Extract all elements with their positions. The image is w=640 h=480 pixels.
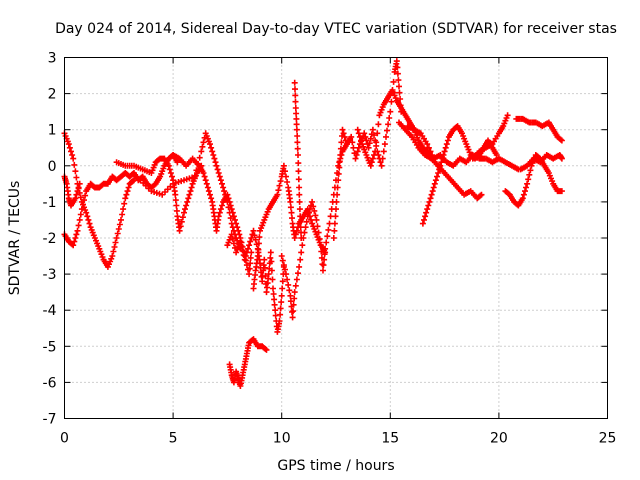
y-tick-label: -6 [43,375,57,391]
y-tick-label: -2 [43,231,57,247]
y-tick-label: 2 [48,87,57,103]
data-markers [113,155,205,234]
series-satellite-track-8 [226,336,270,389]
series-satellite-track-13 [354,87,435,169]
series-satellite-track-6 [137,130,244,252]
chart-title: Day 024 of 2014, Sidereal Day-to-day VTE… [55,21,617,37]
series-satellite-track-9 [250,162,329,292]
axis-ticks: -7 -6 -5 -4 -3 -2 -1 0 1 2 3 0 5 10 15 20 25 [43,51,617,447]
data-markers [396,119,485,202]
series-satellite-track-19 [513,115,565,144]
y-tick-label: -7 [43,412,57,428]
y-tick-label: 0 [48,159,57,175]
data-markers [469,112,511,162]
series-satellite-track-10 [291,79,305,241]
series-satellite-track-7 [224,227,287,335]
series-satellite-track-16 [404,123,522,173]
x-tick-label: 10 [273,431,291,447]
y-tick-label: -3 [43,267,57,283]
data-markers [502,152,565,209]
data-series [61,58,565,389]
x-tick-label: 25 [599,431,617,447]
y-tick-label: 3 [48,51,57,67]
data-markers [137,130,244,252]
data-markers [330,58,405,241]
series-satellite-track-15 [419,123,500,227]
series-satellite-track-18 [502,152,565,209]
series-satellite-track-17 [469,112,511,162]
series-satellite-track-12 [330,58,405,241]
series-satellite-track-20 [517,152,565,173]
y-tick-label: -4 [43,303,57,319]
series-satellite-track-14 [396,119,485,202]
plot-frame [64,57,608,419]
data-markers [226,336,270,389]
y-tick-label: 1 [48,123,57,139]
data-markers [354,87,435,169]
data-markers [224,227,287,335]
data-markers [517,152,565,173]
series-satellite-track-4 [113,155,205,234]
y-tick-label: -5 [43,339,57,355]
y-tick-label: -1 [43,195,57,211]
data-markers [404,123,522,173]
y-axis-label: SDTVAR / TECUs [7,181,23,296]
data-markers [513,115,565,144]
x-tick-label: 15 [381,431,399,447]
x-axis-label: GPS time / hours [277,458,394,474]
data-markers [250,162,329,292]
data-markers [291,79,305,241]
x-tick-label: 0 [60,431,69,447]
x-tick-label: 5 [169,431,178,447]
data-markers [419,123,500,227]
x-tick-label: 20 [490,431,508,447]
